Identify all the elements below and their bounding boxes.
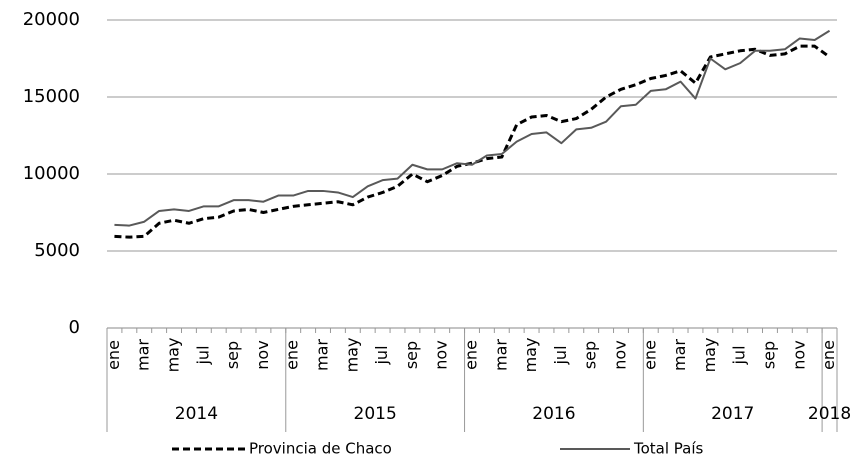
x-tick-label: jul — [193, 345, 212, 365]
x-tick-label: nov — [789, 340, 808, 369]
x-tick-label: mar — [491, 339, 510, 371]
x-tick-label: mar — [134, 339, 153, 371]
series-line — [114, 44, 831, 239]
x-tick-label: may — [700, 338, 719, 373]
x-tick-label: ene — [283, 340, 302, 370]
year-label: 2017 — [711, 404, 754, 424]
x-tick-label: jul — [551, 345, 570, 365]
x-tick-label: ene — [462, 340, 481, 370]
x-tick-label: sep — [759, 341, 778, 369]
x-tick-label: jul — [372, 345, 391, 365]
y-tick-label: 0 — [69, 317, 80, 338]
y-tick-label: 5000 — [34, 240, 80, 261]
x-tick-label: nov — [432, 340, 451, 369]
x-tick-label: mar — [670, 339, 689, 371]
year-label: 2018 — [808, 404, 851, 424]
year-label: 2015 — [354, 404, 397, 424]
legend-label: Provincia de Chaco — [249, 440, 392, 458]
x-tick-label: may — [342, 338, 361, 373]
year-label: 2014 — [175, 404, 218, 424]
series-line — [114, 29, 831, 227]
x-tick-label: nov — [610, 340, 629, 369]
year-label: 2016 — [532, 404, 575, 424]
legend-label: Total País — [633, 440, 704, 458]
x-tick-label: sep — [223, 341, 242, 369]
x-tick-label: ene — [640, 340, 659, 370]
x-tick-label: ene — [104, 340, 123, 370]
x-tick-label: jul — [730, 345, 749, 365]
x-tick-label: sep — [581, 341, 600, 369]
y-tick-label: 20000 — [23, 9, 80, 30]
x-tick-label: ene — [819, 340, 838, 370]
x-tick-label: mar — [313, 339, 332, 371]
x-tick-label: nov — [253, 340, 272, 369]
y-tick-label: 15000 — [23, 86, 80, 107]
y-tick-label: 10000 — [23, 163, 80, 184]
x-tick-label: sep — [402, 341, 421, 369]
x-tick-label: may — [164, 338, 183, 373]
x-tick-label: may — [521, 338, 540, 373]
